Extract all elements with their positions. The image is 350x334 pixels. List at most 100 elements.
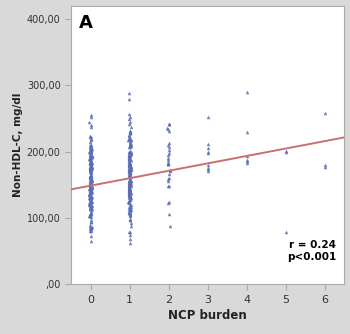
Point <box>128 179 133 184</box>
Point <box>127 206 132 212</box>
Point <box>88 115 94 120</box>
Point <box>126 193 131 198</box>
Point <box>89 154 95 160</box>
Point <box>88 197 94 202</box>
Point <box>127 154 133 159</box>
Point <box>88 195 93 201</box>
Point <box>87 185 93 190</box>
Point <box>86 200 92 206</box>
Point <box>88 154 94 159</box>
Point <box>126 149 132 155</box>
Point <box>126 162 132 168</box>
Point <box>89 187 94 192</box>
Point <box>126 188 132 193</box>
Point <box>88 214 93 219</box>
Point <box>127 186 132 191</box>
Point <box>167 168 173 173</box>
Point <box>126 153 132 158</box>
Point <box>86 195 92 201</box>
Point <box>127 217 133 222</box>
Text: A: A <box>79 14 93 32</box>
Point <box>88 191 93 196</box>
Point <box>167 147 172 153</box>
Point <box>87 191 92 196</box>
Point <box>88 202 94 207</box>
Point <box>166 121 172 126</box>
Point <box>126 162 132 167</box>
Point <box>128 157 133 163</box>
Point <box>127 128 133 133</box>
Point <box>89 195 95 200</box>
Point <box>89 161 95 166</box>
Point <box>89 147 94 152</box>
Point <box>89 161 94 167</box>
Point <box>128 165 133 171</box>
Point <box>126 152 132 158</box>
Point <box>127 141 132 147</box>
Point <box>166 127 171 132</box>
Point <box>126 178 132 183</box>
Point <box>88 158 93 164</box>
Point <box>126 163 132 168</box>
Point <box>128 167 133 172</box>
Point <box>128 223 133 228</box>
Point <box>88 179 94 184</box>
Point <box>87 166 93 171</box>
Point <box>165 162 170 167</box>
Point <box>244 159 250 164</box>
Point <box>88 152 93 157</box>
Point <box>87 153 93 158</box>
Point <box>89 189 94 195</box>
Point <box>87 222 92 228</box>
Point <box>88 155 94 161</box>
Point <box>127 180 133 186</box>
Point <box>88 208 94 214</box>
Point <box>126 154 132 159</box>
Point <box>126 198 132 204</box>
Point <box>88 201 93 206</box>
Point <box>87 149 92 155</box>
Point <box>128 178 133 183</box>
Point <box>87 165 93 170</box>
Point <box>126 165 131 171</box>
Point <box>165 155 170 160</box>
Point <box>127 158 133 163</box>
Point <box>126 189 132 195</box>
Point <box>128 181 134 187</box>
Point <box>126 168 132 174</box>
Point <box>87 183 93 189</box>
Point <box>126 170 131 175</box>
Point <box>127 202 133 207</box>
Point <box>127 144 133 150</box>
Point <box>89 161 94 166</box>
Point <box>128 171 133 176</box>
Point <box>127 157 132 162</box>
Point <box>126 189 132 195</box>
Point <box>127 131 133 136</box>
Point <box>88 202 93 207</box>
Point <box>127 173 132 178</box>
Point <box>244 157 250 163</box>
Point <box>88 142 93 148</box>
Point <box>127 162 133 167</box>
Point <box>87 203 92 208</box>
Point <box>88 146 94 151</box>
Point <box>126 187 132 192</box>
Point <box>205 114 211 120</box>
Point <box>89 143 94 148</box>
Point <box>88 133 93 139</box>
Point <box>322 110 328 116</box>
Point <box>127 175 132 180</box>
Point <box>126 151 132 156</box>
Point <box>88 163 94 168</box>
Point <box>126 137 131 143</box>
Text: r = 0.24
p<0.001: r = 0.24 p<0.001 <box>287 240 336 262</box>
Point <box>127 187 133 193</box>
Point <box>88 184 93 190</box>
Point <box>86 119 92 124</box>
Point <box>205 149 211 154</box>
Point <box>88 149 93 155</box>
Point <box>87 214 93 219</box>
Point <box>87 174 93 180</box>
Point <box>89 185 94 191</box>
